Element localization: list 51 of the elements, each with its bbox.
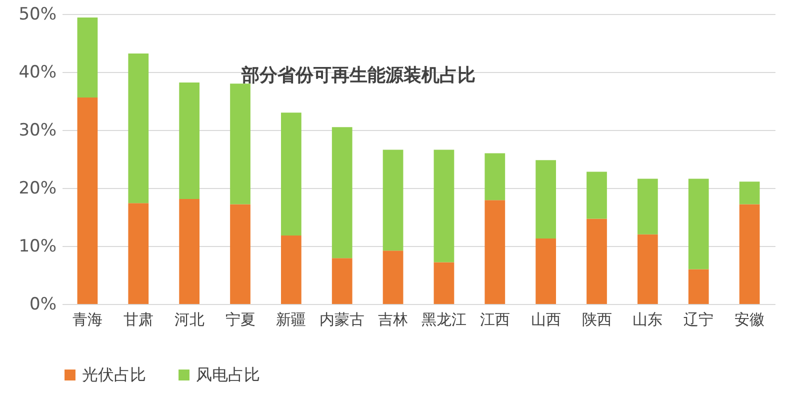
x-tick-label: 山东 (632, 310, 663, 328)
y-tick-label: 50% (18, 4, 56, 24)
bar (484, 153, 506, 200)
bar (280, 112, 302, 236)
x-tick-label: 江西 (480, 310, 510, 328)
x-tick-label: 吉林 (378, 310, 408, 328)
bar (536, 238, 556, 304)
bar (688, 269, 709, 304)
y-tick-label: 20% (18, 178, 56, 198)
bar (536, 160, 556, 238)
bar (688, 178, 709, 270)
bar (230, 84, 250, 204)
bar (739, 182, 760, 204)
bar (637, 234, 658, 304)
x-tick-label: 陕西 (582, 310, 612, 328)
bar (382, 250, 404, 304)
bar (77, 17, 98, 98)
bar (434, 150, 454, 262)
y-tick-label: 40% (18, 62, 56, 82)
x-tick-label: 山西 (530, 310, 561, 328)
x-tick-label: 黑龙江 (421, 310, 466, 328)
bar (230, 204, 250, 304)
x-tick-label: 青海 (72, 310, 102, 328)
x-tick-label: 安徽 (734, 310, 765, 328)
bar (586, 172, 607, 219)
x-tick-label: 辽宁 (684, 310, 714, 328)
bar (332, 258, 352, 304)
bar (332, 127, 352, 258)
y-tick-label: 10% (18, 236, 56, 256)
bar (434, 262, 454, 304)
bar (484, 200, 506, 304)
y-tick-label: 0% (30, 294, 56, 314)
legend-label: 光伏占比 (82, 365, 146, 384)
bar (280, 236, 302, 304)
text: 部分省份可再生能源装机占比 (240, 65, 476, 86)
x-tick-label: 河北 (174, 310, 204, 328)
x-tick-label: 甘肃 (123, 310, 154, 328)
bar (179, 82, 200, 200)
bar (637, 178, 658, 234)
bar (77, 98, 98, 304)
bar (179, 199, 200, 304)
bar (128, 53, 149, 204)
y-tick-label: 30% (18, 120, 56, 140)
bar (739, 204, 760, 304)
bar (382, 150, 404, 251)
legend-label: 风电占比 (196, 365, 260, 384)
bar (586, 218, 607, 304)
x-tick-label: 宁夏 (225, 310, 256, 328)
x-tick-label: 内蒙古 (320, 310, 365, 328)
x-tick-label: 新疆 (276, 310, 306, 328)
bar (128, 203, 149, 304)
